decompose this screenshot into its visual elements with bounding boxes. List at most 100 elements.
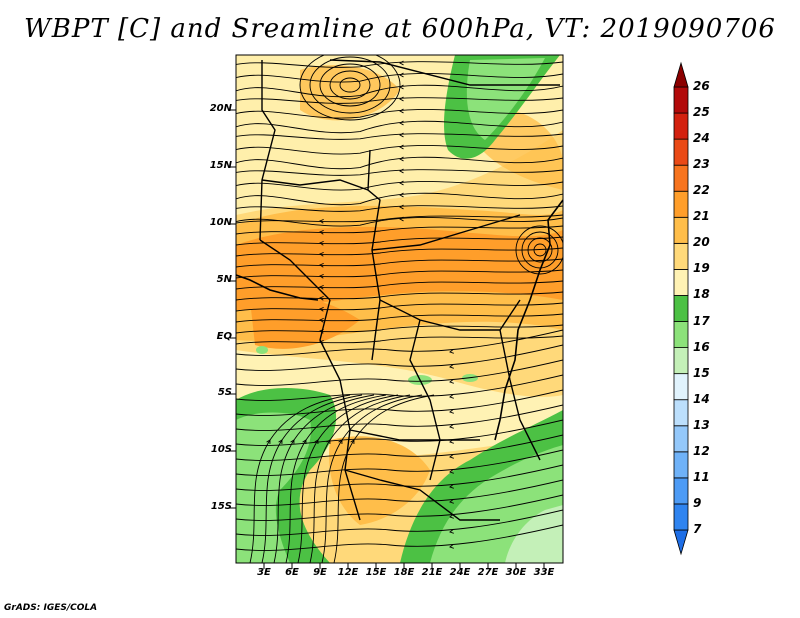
map-frame [235,54,564,564]
streamline [236,84,563,98]
colorbar-segment [673,503,689,531]
colorbar-min-arrow [673,529,689,556]
colorbar-label: 7 [693,522,702,536]
streamline [236,280,563,290]
country-borders [259,59,560,521]
longitude-label: 33E [533,567,555,578]
streamline [236,494,563,521]
streamline [515,225,563,275]
streamline-arrow [449,529,454,534]
colorbar-segment [673,477,689,505]
streamline-arrow [399,180,404,186]
streamline [236,181,563,191]
streamline [236,258,563,268]
streamline-arrow [319,218,324,224]
streamline-arrow [449,514,454,519]
longitude-label: 21E [421,567,443,578]
colorbar-segment [673,347,689,375]
streamline-arrow [399,168,404,174]
streamline [236,269,563,279]
colorbar-segment [673,373,689,401]
streamline [527,237,553,263]
coastline [236,199,563,441]
colorbar-segment [673,451,689,479]
streamline [236,156,563,170]
streamline [236,374,563,401]
streamline [309,56,391,114]
streamline [236,169,563,176]
streamline-arrow [399,144,404,150]
streamline-arrow [449,454,454,459]
streamline-arrow [278,439,283,445]
streamline [236,329,563,356]
streamline [236,205,563,212]
streamline [236,97,563,104]
streamline [236,109,563,119]
streamline-arrow [319,251,324,257]
streamline [236,479,563,506]
streamline [236,524,563,551]
streamline [236,434,563,461]
colorbar-label: 9 [693,495,702,510]
colorbar-label: 12 [693,443,710,458]
latitude-label: 5S [217,387,232,398]
streamline [319,63,381,107]
streamline [236,419,563,446]
streamline-arrow [449,379,454,384]
streamline-arrow [399,96,404,102]
colorbar [673,61,689,556]
streamline-arrow [326,439,331,445]
streamline-arrow [449,394,454,399]
streamline-arrow [399,60,404,66]
streamline-arrow [319,273,324,279]
colorbar-label: 17 [693,313,710,328]
streamline-arrow [314,439,319,445]
colorbar-label: 21 [693,209,710,224]
longitude-label: 9E [313,567,327,578]
streamline-arrow [319,306,324,312]
streamline [236,73,563,83]
streamline [236,449,563,476]
footer-credit: GrADS: IGES/COLA [4,603,98,613]
streamline-arrow [399,156,404,162]
colorbar-label: 24 [693,131,710,146]
colorbar-segment [673,190,689,218]
streamline-arrow [338,439,343,445]
colorbar-label: 13 [693,417,710,432]
longitude-label: 27E [477,567,499,578]
streamline-arrow [449,364,454,369]
colorbar-segment [673,295,689,322]
streamline-arrow [449,469,454,474]
latitude-label: 10S [210,444,232,455]
streamline [236,404,563,431]
latitude-label: 5N [216,274,232,285]
streamline [236,302,563,312]
streamline [236,61,563,68]
colorbar-label: 25 [693,105,710,120]
latitude-label: 10N [209,217,232,228]
colorbar-segment [673,321,689,348]
streamline-arrow [319,284,324,290]
streamline-arrow [399,108,404,114]
longitude-label: 30E [505,567,527,578]
streamline [533,243,547,257]
longitude-label: 3E [257,567,271,578]
colorbar-segment [673,86,689,114]
streamline [236,344,563,371]
streamline [236,335,563,345]
streamline [236,192,563,206]
colorbar-segment [673,425,689,453]
streamline [329,70,371,100]
latitude-label: 15S [210,501,232,512]
streamline-arrow [399,204,404,210]
streamline-arrow [399,132,404,138]
streamline-arrow [399,192,404,198]
streamline [236,225,563,235]
colorbar-label: 26 [693,79,710,93]
streamline [521,231,559,269]
streamline [236,217,563,227]
streamline-arrow [449,349,454,354]
colorbar-label: 23 [693,157,710,172]
longitude-label: 6E [285,567,299,578]
